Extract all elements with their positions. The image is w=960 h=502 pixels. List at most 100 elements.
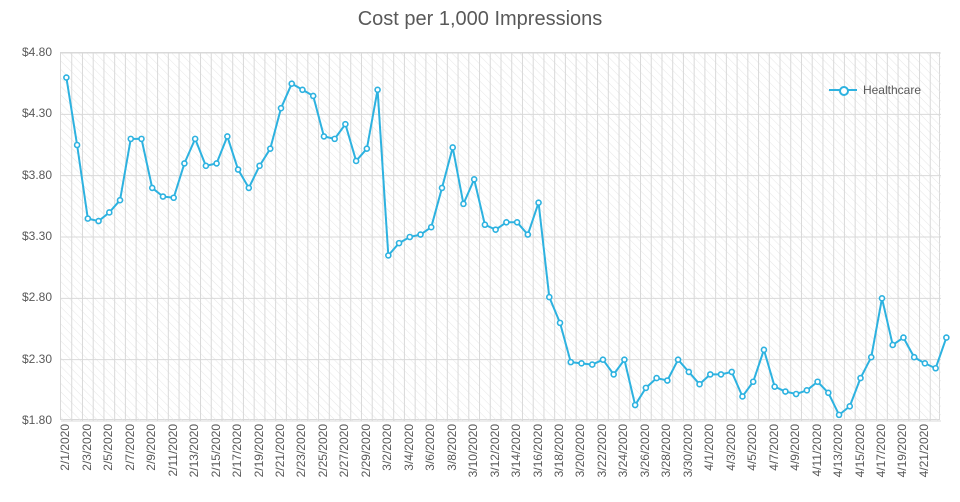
series-marker	[944, 335, 949, 340]
series-marker	[439, 185, 444, 190]
x-tick-label: 4/5/2020	[745, 424, 759, 471]
x-tick-label: 2/11/2020	[166, 424, 180, 477]
x-tick-label: 2/17/2020	[230, 424, 244, 477]
series-marker	[536, 200, 541, 205]
series-marker	[676, 357, 681, 362]
x-tick-label: 3/6/2020	[423, 424, 437, 471]
series-marker	[783, 389, 788, 394]
series-marker	[364, 146, 369, 151]
x-tick-label: 2/23/2020	[294, 424, 308, 477]
series-marker	[461, 201, 466, 206]
series-marker	[622, 357, 627, 362]
series-marker	[600, 357, 605, 362]
x-tick-label: 3/14/2020	[509, 424, 523, 477]
x-tick-label: 3/10/2020	[466, 424, 480, 477]
series-marker	[761, 347, 766, 352]
x-tick-label: 4/7/2020	[767, 424, 781, 471]
series-marker	[579, 361, 584, 366]
series-marker	[257, 163, 262, 168]
series-marker	[568, 360, 573, 365]
series-marker	[246, 185, 251, 190]
series-marker	[150, 185, 155, 190]
series-marker	[515, 220, 520, 225]
series-marker	[225, 134, 230, 139]
x-axis-labels: 2/1/20202/3/20202/5/20202/7/20202/9/2020…	[60, 424, 940, 498]
series-marker	[407, 235, 412, 240]
series-marker	[869, 355, 874, 360]
series-marker	[558, 320, 563, 325]
series-marker	[96, 219, 101, 224]
x-tick-label: 3/26/2020	[638, 424, 652, 477]
series-marker	[912, 355, 917, 360]
series-marker	[611, 372, 616, 377]
series-marker	[343, 122, 348, 127]
series-marker	[719, 372, 724, 377]
series-marker	[794, 392, 799, 397]
series-marker	[450, 145, 455, 150]
series-marker	[85, 216, 90, 221]
series-marker	[686, 369, 691, 374]
series-marker	[901, 335, 906, 340]
x-tick-label: 4/11/2020	[810, 424, 824, 477]
series-marker	[182, 161, 187, 166]
series-marker	[922, 361, 927, 366]
series-marker	[772, 384, 777, 389]
series-marker	[482, 222, 487, 227]
series-marker	[429, 225, 434, 230]
series-marker	[879, 296, 884, 301]
series-marker	[493, 227, 498, 232]
series-marker	[858, 376, 863, 381]
series-marker	[751, 379, 756, 384]
series-marker	[160, 194, 165, 199]
series-marker	[268, 146, 273, 151]
series-marker	[300, 87, 305, 92]
x-tick-label: 2/25/2020	[316, 424, 330, 477]
x-tick-label: 4/1/2020	[702, 424, 716, 471]
y-tick-label: $2.80	[22, 290, 52, 304]
x-tick-label: 2/9/2020	[144, 424, 158, 471]
x-tick-label: 4/3/2020	[724, 424, 738, 471]
plot-area: Healthcare	[60, 52, 940, 420]
x-tick-label: 2/7/2020	[123, 424, 137, 471]
series-marker	[107, 210, 112, 215]
series-marker	[279, 106, 284, 111]
series-marker	[933, 366, 938, 371]
x-tick-label: 3/30/2020	[681, 424, 695, 477]
y-tick-label: $2.30	[22, 352, 52, 366]
series-marker	[171, 195, 176, 200]
y-tick-label: $4.80	[22, 45, 52, 59]
x-tick-label: 4/19/2020	[895, 424, 909, 477]
x-tick-label: 4/13/2020	[831, 424, 845, 477]
y-tick-label: $1.80	[22, 413, 52, 427]
series-marker	[643, 385, 648, 390]
series-marker	[311, 93, 316, 98]
series-marker	[525, 232, 530, 237]
chart-title: Cost per 1,000 Impressions	[0, 8, 960, 31]
series-marker	[708, 372, 713, 377]
x-tick-label: 3/4/2020	[402, 424, 416, 471]
x-tick-label: 4/21/2020	[917, 424, 931, 477]
y-tick-label: $3.30	[22, 229, 52, 243]
series-marker	[547, 295, 552, 300]
x-tick-label: 3/28/2020	[659, 424, 673, 477]
x-tick-label: 4/17/2020	[874, 424, 888, 477]
chart-container: Cost per 1,000 Impressions $1.80 $2.30 $2.…	[0, 0, 960, 502]
x-tick-label: 3/8/2020	[445, 424, 459, 471]
x-tick-label: 3/24/2020	[616, 424, 630, 477]
series-marker	[740, 394, 745, 399]
series-marker	[193, 136, 198, 141]
series-marker	[418, 232, 423, 237]
series-marker	[847, 404, 852, 409]
series-marker	[236, 167, 241, 172]
x-tick-label: 2/21/2020	[273, 424, 287, 477]
series-marker	[504, 220, 509, 225]
series-marker	[321, 134, 326, 139]
series-marker	[654, 376, 659, 381]
series-marker	[354, 158, 359, 163]
x-tick-label: 3/2/2020	[380, 424, 394, 471]
series-marker	[890, 342, 895, 347]
x-tick-label: 4/15/2020	[853, 424, 867, 477]
x-tick-label: 3/18/2020	[552, 424, 566, 477]
x-tick-label: 3/22/2020	[595, 424, 609, 477]
x-tick-label: 4/9/2020	[788, 424, 802, 471]
